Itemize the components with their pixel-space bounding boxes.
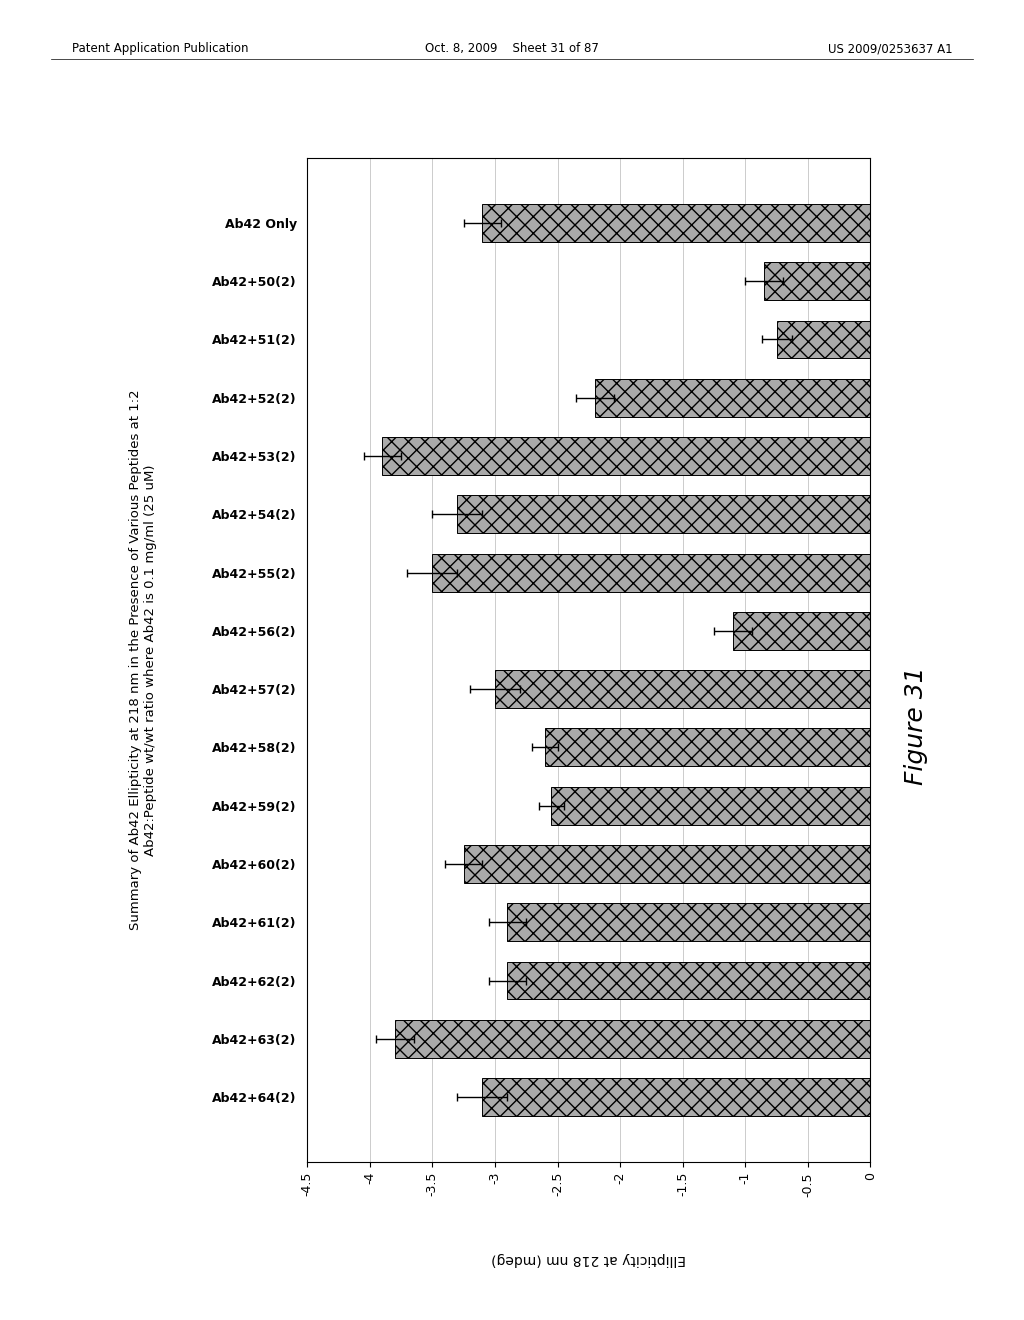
Text: Patent Application Publication: Patent Application Publication <box>72 42 248 55</box>
Bar <box>551 787 870 825</box>
Text: Summary of Ab42 Ellipticity at 218 nm in the Presence of Various Peptides at 1:2: Summary of Ab42 Ellipticity at 218 nm in… <box>129 389 158 931</box>
Bar <box>508 903 870 941</box>
Bar <box>395 1020 870 1057</box>
Bar <box>595 379 870 417</box>
X-axis label: Ellipticity at 218 nm (mdeg): Ellipticity at 218 nm (mdeg) <box>492 1253 686 1266</box>
Bar <box>495 671 870 708</box>
Bar <box>508 961 870 999</box>
Text: Figure 31: Figure 31 <box>904 667 929 785</box>
Text: US 2009/0253637 A1: US 2009/0253637 A1 <box>827 42 952 55</box>
Bar <box>764 263 870 300</box>
Bar <box>733 612 870 649</box>
Bar <box>776 321 870 359</box>
Bar <box>382 437 870 475</box>
Bar <box>464 845 870 883</box>
Bar <box>458 495 870 533</box>
Bar <box>482 205 870 242</box>
Text: Oct. 8, 2009    Sheet 31 of 87: Oct. 8, 2009 Sheet 31 of 87 <box>425 42 599 55</box>
Bar <box>482 1078 870 1115</box>
Bar <box>545 729 870 767</box>
Bar <box>432 553 870 591</box>
